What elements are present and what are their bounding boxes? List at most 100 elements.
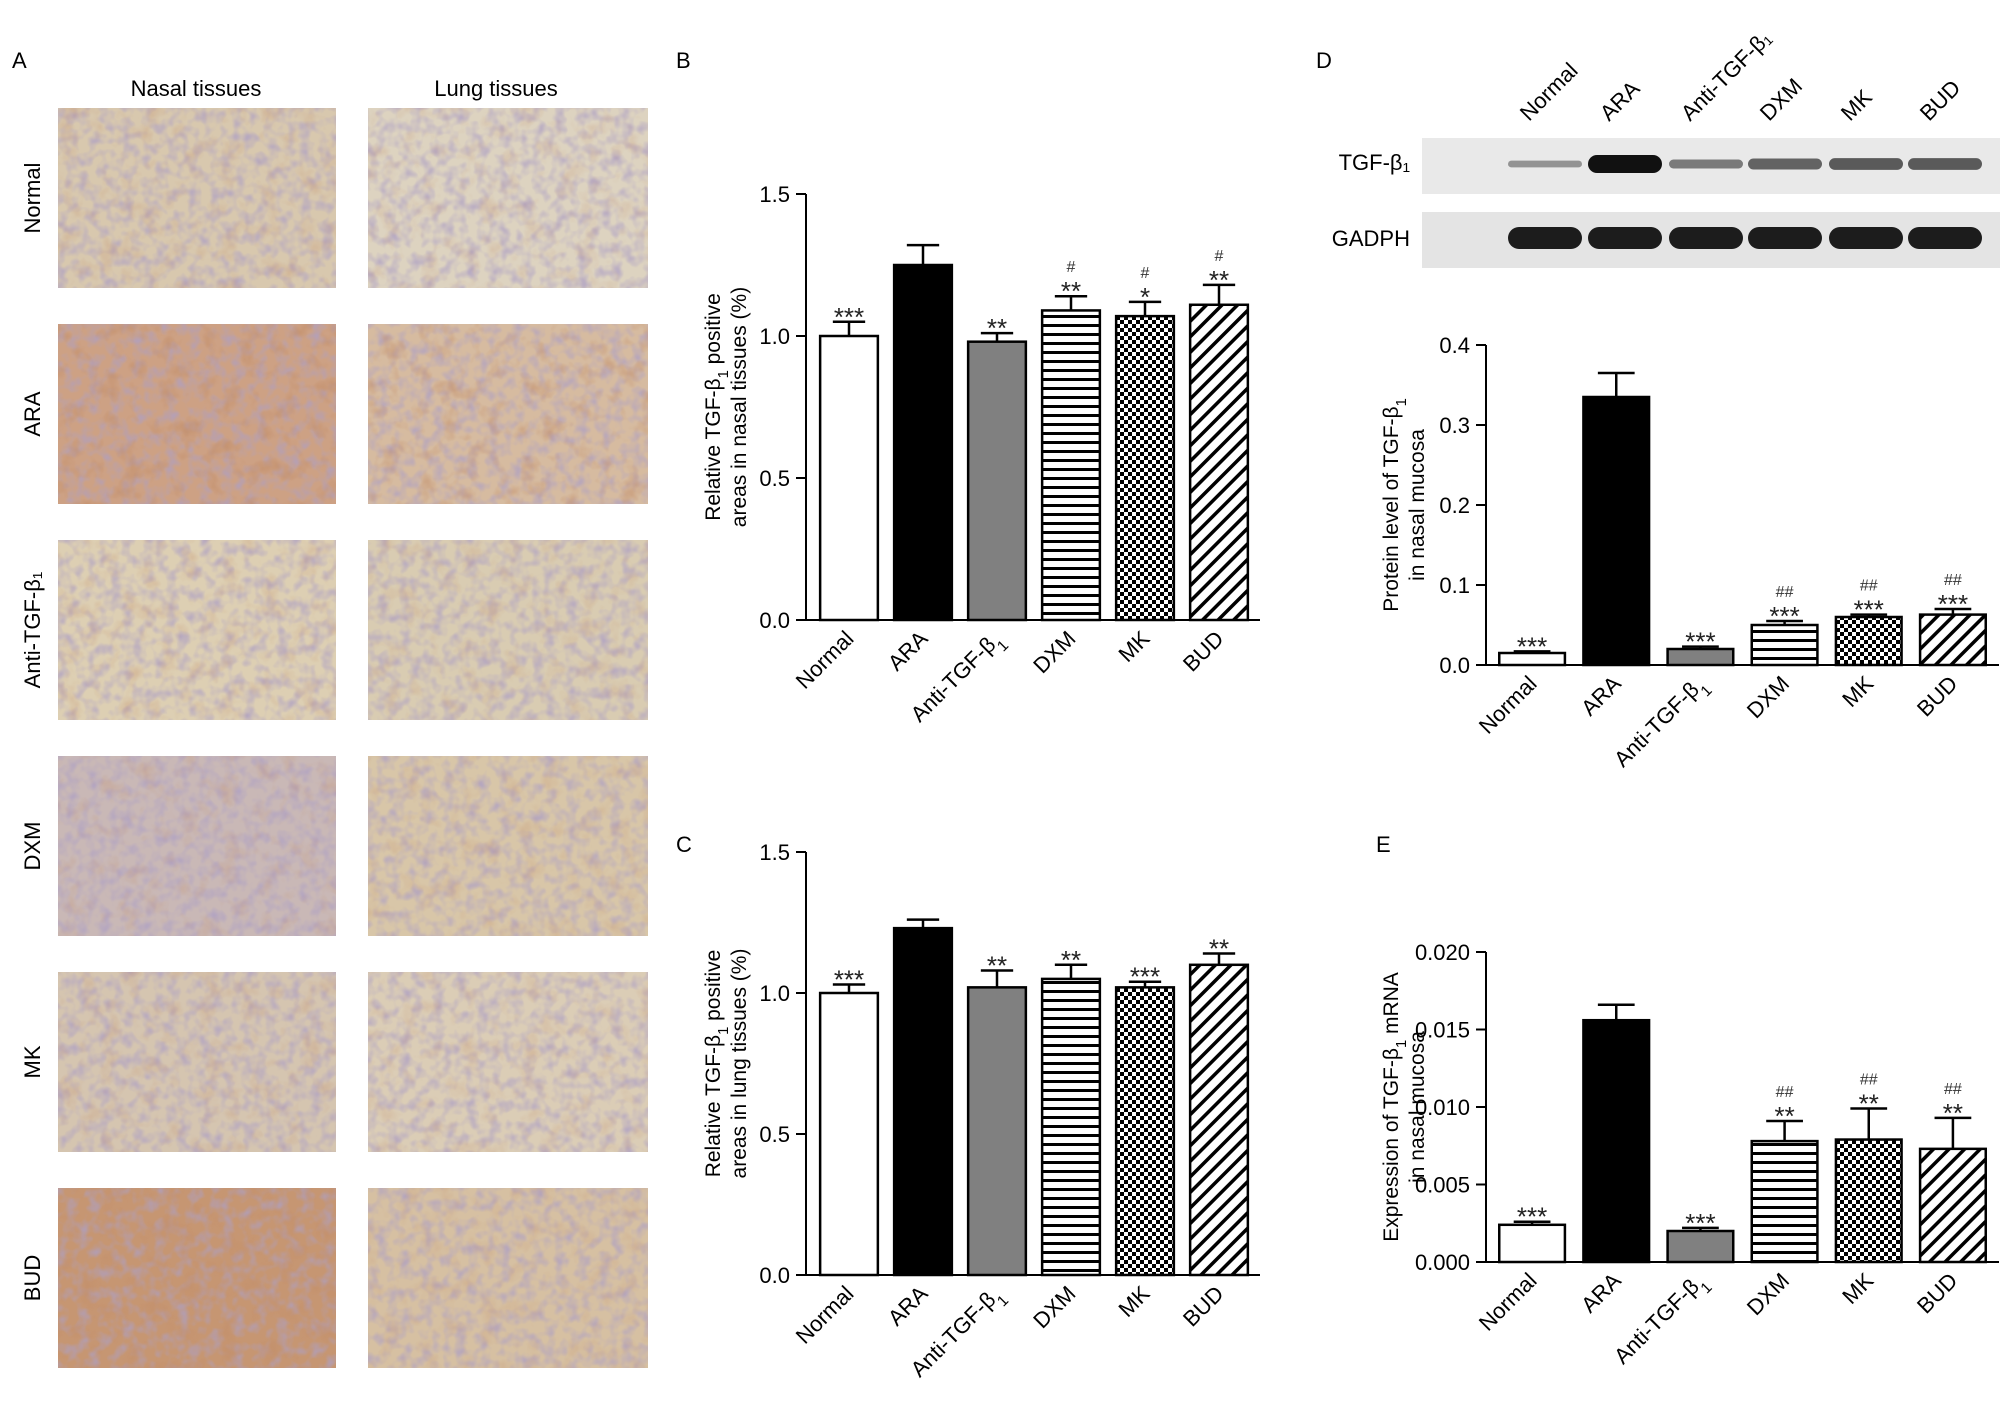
y-axis-label: Relative TGF-β1 positive (702, 293, 732, 521)
histology-row-label: ARA (20, 391, 45, 437)
micrograph-lung-stain (368, 108, 648, 288)
chart-b-nasal-positive-area: 0.0 0.5 1.0 1.5 Relative TGF-β1 positive area… (702, 182, 1260, 727)
y-tick-label: 1.0 (759, 981, 790, 1006)
blot-lane-label: MK (1836, 84, 1877, 125)
panel-label-c: C (676, 832, 692, 857)
y-tick-label: 0.0 (1439, 653, 1470, 678)
blot-band-tgf (1829, 158, 1903, 170)
bar (1114, 986, 1176, 1277)
micrograph-lung-stain (368, 540, 648, 720)
histology-row-label: Anti-TGF-β₁ (20, 572, 45, 689)
bar (1188, 963, 1250, 1277)
histology-row-label: Normal (20, 163, 45, 234)
x-tick-label: ARA (1576, 671, 1626, 721)
blot-lane-label: Normal (1515, 58, 1583, 126)
blot-lane-label: BUD (1915, 75, 1966, 126)
y-tick-label: 0.010 (1415, 1095, 1470, 1120)
x-tick-label: Normal (791, 1281, 859, 1349)
x-tick-label: BUD (1178, 1281, 1229, 1332)
blot-band-gadph (1748, 227, 1822, 249)
bar (818, 334, 880, 622)
bar (1666, 647, 1735, 667)
blot-band-gadph (1588, 227, 1662, 249)
y-axis-label: in nasal mucosa (1406, 1031, 1429, 1183)
significance-hash: ## (1944, 572, 1962, 589)
x-tick-label: BUD (1178, 626, 1229, 677)
histology-row-label: BUD (20, 1255, 45, 1301)
y-tick-label: 0.0 (759, 608, 790, 633)
significance-stars: *** (1685, 627, 1715, 657)
y-tick-label: 0.5 (759, 466, 790, 491)
significance-stars: ** (1061, 276, 1081, 306)
panel-label-a: A (12, 48, 27, 73)
bar (1582, 395, 1651, 667)
micrograph-nasal-stain (58, 324, 336, 504)
x-tick-label: ARA (883, 626, 933, 676)
significance-hash: # (1067, 259, 1076, 276)
significance-stars: *** (1517, 1202, 1547, 1232)
micrograph-nasal-stain (58, 1188, 336, 1368)
y-axis-label: Relative TGF-β1 positive (702, 950, 732, 1178)
y-tick-label: 0.2 (1439, 493, 1470, 518)
y-tick-label: 0.5 (759, 1122, 790, 1147)
blot-band-tgf (1588, 155, 1662, 173)
significance-stars: ** (1209, 265, 1229, 295)
significance-stars: *** (1130, 962, 1160, 992)
significance-stars: ** (1061, 945, 1081, 975)
micrograph-lung-stain (368, 756, 648, 936)
bar (1040, 977, 1102, 1277)
x-tick-label: Normal (791, 626, 859, 694)
y-tick-label: 0.015 (1415, 1018, 1470, 1043)
bar (1582, 1018, 1651, 1264)
micrograph-nasal-stain (58, 108, 336, 288)
blot-lane-label: DXM (1755, 73, 1807, 125)
y-tick-label: 0.005 (1415, 1173, 1470, 1198)
blot-band-tgf (1908, 158, 1982, 170)
bar (1918, 1147, 1987, 1264)
bar (1834, 615, 1903, 667)
y-axis-label: areas in lung tissues (%) (728, 949, 751, 1179)
x-tick-label: Normal (1474, 671, 1542, 739)
y-tick-label: 0.020 (1415, 940, 1470, 965)
x-tick-label: ARA (1576, 1268, 1626, 1318)
blot-band-tgf (1508, 160, 1582, 168)
y-tick-label: 0.0 (759, 1263, 790, 1288)
significance-stars: *** (1769, 601, 1799, 631)
significance-hash: ## (1944, 1081, 1962, 1098)
bar (1498, 651, 1567, 667)
micrograph-nasal-stain (58, 540, 336, 720)
significance-stars: *** (1685, 1208, 1715, 1238)
bar (1188, 303, 1250, 622)
y-axis-label: in nasal mucosa (1406, 429, 1429, 581)
bar (1750, 623, 1819, 667)
panel-a-histology: Nasal tissues Lung tissues Normal ARA Anti… (20, 76, 648, 1368)
x-tick-label: MK (1114, 626, 1155, 667)
y-axis-label: Protein level of TGF-β1 (1380, 398, 1410, 612)
x-tick-label: Anti-TGF-β1 (1609, 1268, 1715, 1374)
bar (1666, 1229, 1735, 1264)
y-tick-label: 0.4 (1439, 333, 1470, 358)
y-tick-label: 0.1 (1439, 573, 1470, 598)
bar (892, 263, 954, 622)
significance-hash: ## (1860, 1072, 1878, 1089)
significance-stars: ** (1774, 1101, 1794, 1131)
bar (1918, 613, 1987, 667)
panel-label-d: D (1316, 48, 1332, 73)
y-tick-label: 1.0 (759, 324, 790, 349)
bar (892, 926, 954, 1277)
x-tick-label: ARA (883, 1281, 933, 1331)
significance-hash: ## (1860, 578, 1878, 595)
x-tick-label: BUD (1912, 671, 1963, 722)
significance-stars: *** (1938, 589, 1968, 619)
significance-stars: *** (1517, 631, 1547, 661)
x-tick-label: DXM (1742, 1268, 1794, 1320)
blot-band-gadph (1829, 227, 1903, 249)
micrograph-nasal-stain (58, 756, 336, 936)
blot-band-tgf (1669, 159, 1743, 169)
histology-row-label: DXM (20, 822, 45, 871)
blot-band-tgf (1748, 158, 1822, 170)
significance-stars: *** (834, 302, 864, 332)
